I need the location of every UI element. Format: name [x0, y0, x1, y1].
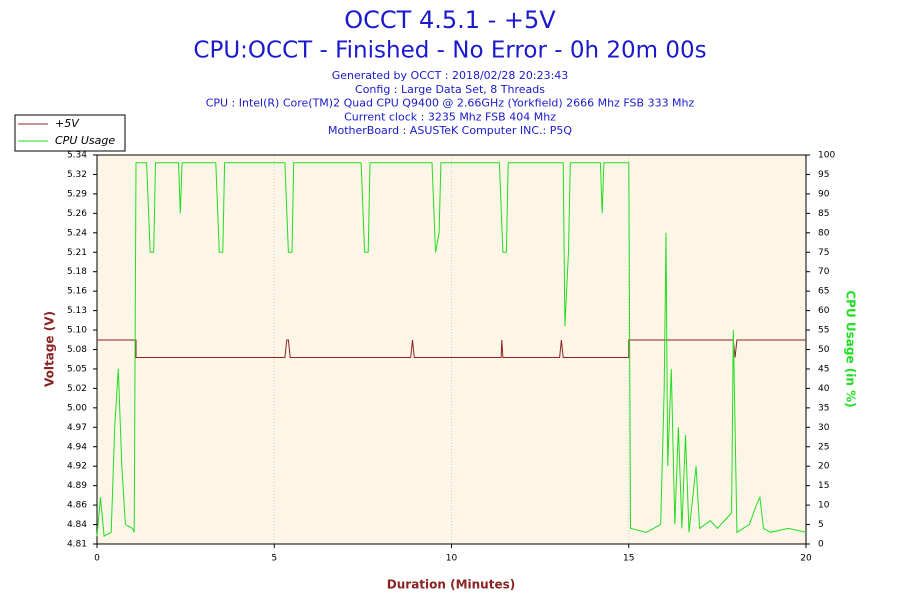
- x-tick-label: 10: [446, 554, 458, 564]
- y-tick-label: 5.13: [67, 306, 87, 316]
- y-tick-label: 5.05: [67, 364, 87, 374]
- legend: [14, 114, 126, 152]
- y2-tick-label: 50: [818, 345, 830, 355]
- y-tick-label: 5.18: [67, 267, 87, 277]
- x-tick-label: 15: [623, 554, 634, 564]
- x-tick-label: 5: [271, 554, 277, 564]
- y2-tick-label: 45: [818, 364, 829, 374]
- y2-tick-label: 10: [818, 501, 830, 511]
- y2-tick-label: 95: [818, 170, 829, 180]
- y-tick-label: 4.92: [67, 462, 87, 472]
- y-tick-label: 5.10: [67, 326, 87, 336]
- plot-frame: [96, 154, 807, 545]
- y-tick-label: 5.08: [67, 345, 87, 355]
- x-tick-label: 20: [800, 554, 812, 564]
- y-tick-label: 4.97: [67, 423, 87, 433]
- y2-tick-label: 60: [818, 306, 830, 316]
- y2-tick-label: 85: [818, 209, 829, 219]
- info-line: Generated by OCCT : 2018/02/28 20:23:43: [332, 69, 569, 82]
- y-tick-label: 5.34: [67, 151, 87, 161]
- legend-label: +5V: [55, 117, 80, 130]
- info-line: Config : Large Data Set, 8 Threads: [355, 83, 545, 96]
- x-tick-label: 0: [94, 554, 100, 564]
- y-tick-label: 4.89: [67, 481, 87, 491]
- y2-tick-label: 100: [818, 151, 835, 161]
- y2-tick-label: 75: [818, 248, 829, 258]
- y2-tick-label: 15: [818, 481, 829, 491]
- y2-tick-label: 40: [818, 384, 830, 394]
- info-line: MotherBoard : ASUSTeK Computer INC.: P5Q: [328, 124, 572, 137]
- y-tick-label: 5.29: [67, 189, 87, 199]
- y2-tick-label: 25: [818, 442, 829, 452]
- y2-tick-label: 30: [818, 423, 830, 433]
- y-tick-label: 5.21: [67, 248, 87, 258]
- x-axis-label: Duration (Minutes): [387, 578, 515, 592]
- series-line: [96, 162, 807, 538]
- series-line: [97, 339, 806, 358]
- y2-tick-label: 90: [818, 189, 830, 199]
- y2-tick-label: 0: [818, 540, 824, 550]
- y2-axis-label: CPU Usage (in %): [844, 290, 858, 407]
- y2-tick-label: 70: [818, 267, 830, 277]
- y-tick-label: 5.24: [67, 228, 87, 238]
- y-tick-label: 5.26: [67, 209, 87, 219]
- chart-subtitle: CPU:OCCT - Finished - No Error - 0h 20m …: [193, 38, 706, 64]
- y-axis-label: Voltage (V): [43, 311, 57, 387]
- y-tick-label: 4.81: [67, 540, 87, 550]
- y-tick-label: 4.86: [67, 501, 87, 511]
- y2-tick-label: 55: [818, 326, 829, 336]
- chart-title: OCCT 4.5.1 - +5V: [344, 6, 556, 34]
- y-tick-label: 4.94: [67, 442, 87, 452]
- y-tick-label: 4.84: [67, 520, 87, 530]
- y2-tick-label: 65: [818, 287, 829, 297]
- y2-tick-label: 35: [818, 403, 829, 413]
- legend-label: CPU Usage: [55, 134, 115, 147]
- info-line: CPU : Intel(R) Core(TM)2 Quad CPU Q9400 …: [206, 97, 695, 110]
- y2-tick-label: 20: [818, 462, 830, 472]
- y2-tick-label: 80: [818, 228, 830, 238]
- y-tick-label: 5.00: [67, 403, 87, 413]
- y-tick-label: 5.16: [67, 287, 87, 297]
- y-tick-label: 5.02: [67, 384, 87, 394]
- y-tick-label: 5.32: [67, 170, 87, 180]
- y2-tick-label: 5: [818, 520, 824, 530]
- info-line: Current clock : 3235 Mhz FSB 404 Mhz: [344, 110, 556, 123]
